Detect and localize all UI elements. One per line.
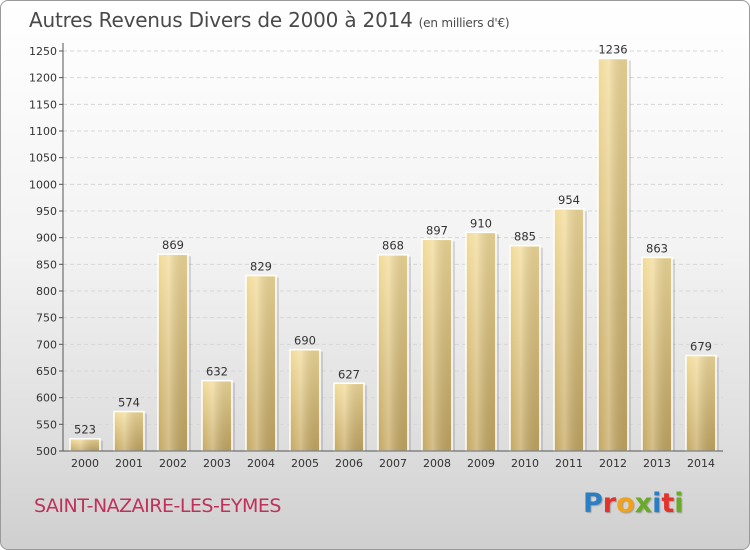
- y-tick-label: 900: [36, 232, 57, 245]
- bar-highlight: [203, 381, 231, 451]
- y-axis: 500 550 600 650 700 750 800 850 900 950 1000 1050 11…: [29, 43, 64, 458]
- chart-title-text: Autres Revenus Divers de 2000 à 2014: [29, 8, 413, 32]
- proxiti-logo[interactable]: Proxiti: [583, 488, 684, 519]
- data-label: 863: [646, 241, 668, 255]
- y-tick-label: 950: [36, 205, 57, 218]
- bar-highlight: [555, 209, 583, 451]
- bar-highlight: [511, 246, 539, 451]
- x-tick-label: 2009: [467, 457, 495, 470]
- data-label: 869: [162, 238, 184, 252]
- y-tick-label: 750: [36, 312, 57, 325]
- bar-highlight: [599, 59, 627, 451]
- data-label: 868: [382, 239, 404, 253]
- data-label: 574: [118, 396, 140, 410]
- y-tick-label: 1150: [29, 98, 57, 111]
- bar-highlight: [335, 384, 363, 451]
- bar-highlight: [643, 258, 671, 451]
- y-tick-label: 800: [36, 285, 57, 298]
- data-label: 632: [206, 365, 228, 379]
- data-label: 1236: [598, 42, 627, 56]
- bar-highlight: [291, 350, 319, 451]
- data-label: 523: [74, 423, 96, 437]
- x-tick-label: 2013: [643, 457, 671, 470]
- x-tick-label: 2004: [247, 457, 275, 470]
- bar-highlight: [379, 255, 407, 451]
- y-tick-label: 1200: [29, 72, 57, 85]
- x-tick-label: 2010: [511, 457, 539, 470]
- data-label: 627: [338, 367, 360, 381]
- bar-highlight: [423, 240, 451, 451]
- y-tick-label: 1000: [29, 178, 57, 191]
- x-tick-label: 2001: [115, 457, 143, 470]
- y-tick-label: 700: [36, 338, 57, 351]
- chart-unit: (en milliers d'€): [418, 16, 510, 30]
- x-tick-label: 2011: [555, 457, 583, 470]
- data-label: 885: [514, 230, 536, 244]
- bar-highlight: [247, 276, 275, 451]
- chart-title: Autres Revenus Divers de 2000 à 2014 (en …: [29, 8, 510, 32]
- y-tick-label: 650: [36, 365, 57, 378]
- y-tick-label: 550: [36, 418, 57, 431]
- x-tick-label: 2012: [599, 457, 627, 470]
- x-tick-label: 2003: [203, 457, 231, 470]
- y-tick-label: 850: [36, 258, 57, 271]
- data-label: 829: [250, 260, 272, 274]
- commune-name: SAINT-NAZAIRE-LES-EYMES: [34, 495, 281, 517]
- y-tick-label: 600: [36, 392, 57, 405]
- y-tick-label: 1250: [29, 45, 57, 58]
- data-label: 897: [426, 223, 448, 237]
- data-label: 690: [294, 334, 316, 348]
- bar-highlight: [159, 255, 187, 451]
- bar-highlight: [71, 439, 99, 451]
- bars: 523 574 869 632 829 690 627 868 897 910 885 954 1236…: [69, 42, 719, 452]
- bar-highlight: [687, 356, 715, 451]
- bar-highlight: [467, 233, 495, 451]
- x-tick-label: 2007: [379, 457, 407, 470]
- bar-highlight: [115, 412, 143, 451]
- x-tick-label: 2005: [291, 457, 319, 470]
- x-tick-label: 2000: [71, 457, 99, 470]
- y-tick-label: 500: [36, 445, 57, 458]
- y-tick-label: 1050: [29, 152, 57, 165]
- data-label: 679: [690, 340, 712, 354]
- y-tick-label: 1100: [29, 125, 57, 138]
- x-tick-label: 2006: [335, 457, 363, 470]
- x-tick-label: 2008: [423, 457, 451, 470]
- x-tick-label: 2002: [159, 457, 187, 470]
- data-label: 954: [558, 193, 580, 207]
- x-tick-label: 2014: [687, 457, 715, 470]
- x-axis: 2000 2001 2002 2003 2004 2005 2006 2007 2008 2009…: [63, 450, 723, 470]
- data-label: 910: [470, 216, 492, 230]
